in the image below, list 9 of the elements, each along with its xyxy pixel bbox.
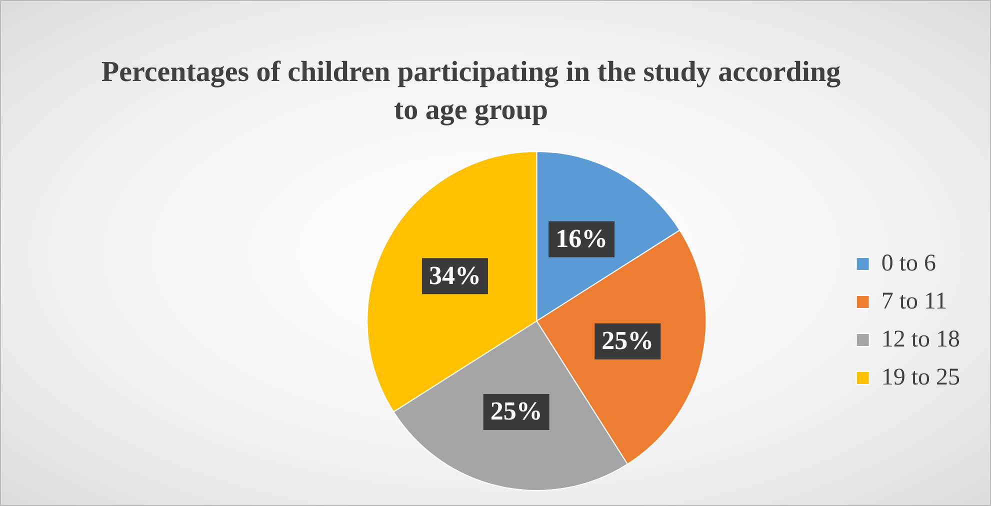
legend-label: 7 to 11 [881,288,948,314]
chart-title: Percentages of children participating in the study according to age group [101,55,841,128]
data-label: 25% [602,326,654,356]
legend-label: 12 to 18 [881,326,960,352]
data-label: 16% [556,224,608,254]
data-label: 25% [490,396,542,426]
legend-label: 0 to 6 [881,250,936,276]
legend-label: 19 to 25 [881,364,960,390]
data-label: 34% [428,260,481,290]
